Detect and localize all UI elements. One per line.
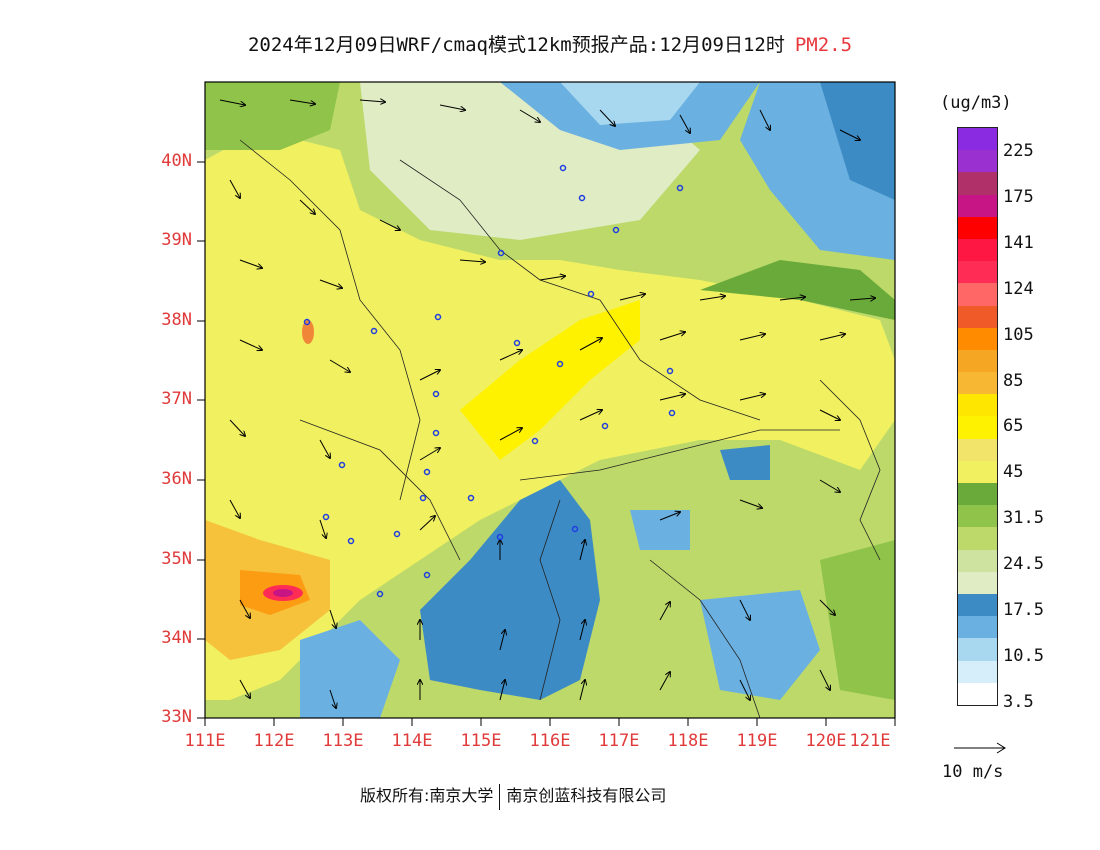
colorbar-unit: (ug/m3): [940, 93, 1012, 113]
colorbar-label-45: 45: [1003, 462, 1024, 482]
colorbar: [957, 127, 998, 706]
lon-label-111e: 111E: [184, 731, 226, 751]
colorbar-label-85: 85: [1003, 371, 1024, 391]
colorbar-label-124: 124: [1003, 279, 1034, 299]
lon-label-116e: 116E: [529, 731, 571, 751]
colorbar-swatch: [958, 372, 997, 395]
lon-label-112e: 112E: [253, 731, 295, 751]
colorbar-swatch: [958, 283, 997, 306]
colorbar-label-31-5: 31.5: [1003, 508, 1044, 528]
colorbar-swatch: [958, 194, 997, 217]
lon-label-115e: 115E: [460, 731, 502, 751]
concentration-field: [205, 82, 895, 718]
wind-key-arrow-icon: [954, 742, 1006, 754]
colorbar-label-17-5: 17.5: [1003, 600, 1044, 620]
footer: 版权所有:南京大学 南京创蓝科技有限公司: [360, 782, 666, 810]
colorbar-label-3-5: 3.5: [1003, 692, 1034, 712]
footer-partner: 南京创蓝科技有限公司: [506, 786, 667, 805]
colorbar-label-175: 175: [1003, 187, 1034, 207]
colorbar-swatch: [958, 593, 997, 617]
axis-ticks: [197, 161, 896, 726]
colorbar-swatch: [958, 238, 997, 262]
colorbar-swatch: [958, 483, 997, 506]
colorbar-swatch: [958, 150, 997, 173]
colorbar-swatch: [958, 549, 997, 572]
lon-label-114e: 114E: [391, 731, 433, 751]
lat-label-34n: 34N: [161, 628, 192, 648]
lat-label-33n: 33N: [161, 707, 192, 727]
colorbar-swatch: [958, 128, 997, 151]
wind-key-label: 10 m/s: [942, 762, 1004, 782]
colorbar-swatch: [958, 416, 997, 439]
colorbar-label-225: 225: [1003, 141, 1034, 161]
lon-label-113e: 113E: [322, 731, 364, 751]
lon-label-118e: 118E: [667, 731, 709, 751]
lon-label-119e: 119E: [736, 731, 778, 751]
colorbar-swatch: [958, 616, 997, 639]
colorbar-label-24-5: 24.5: [1003, 554, 1044, 574]
colorbar-swatch: [958, 216, 997, 239]
title-variable: PM2.5: [794, 34, 853, 56]
colorbar-swatch: [958, 394, 997, 417]
colorbar-label-65: 65: [1003, 416, 1024, 436]
colorbar-label-10-5: 10.5: [1003, 646, 1044, 666]
colorbar-swatch: [958, 327, 997, 350]
lat-label-37n: 37N: [161, 389, 192, 409]
colorbar-swatch: [958, 438, 997, 461]
chart-title: 2024年12月09日WRF/cmaq模式12km预报产品:12月09日12时 P…: [0, 30, 1100, 57]
colorbar-swatch: [958, 682, 997, 705]
colorbar-swatch: [958, 305, 997, 328]
lat-label-38n: 38N: [161, 310, 192, 330]
lat-label-39n: 39N: [161, 230, 192, 250]
colorbar-swatch: [958, 505, 997, 528]
colorbar-label-105: 105: [1003, 325, 1034, 345]
colorbar-label-141: 141: [1003, 233, 1034, 253]
lat-label-36n: 36N: [161, 469, 192, 489]
lon-label-120e: 120E: [805, 731, 847, 751]
lat-label-35n: 35N: [161, 549, 192, 569]
colorbar-swatch: [958, 660, 997, 683]
footer-copyright: 版权所有:南京大学: [360, 786, 494, 805]
colorbar-swatch: [958, 460, 997, 483]
title-main: 2024年12月09日WRF/cmaq模式12km预报产品:12月09日12时: [247, 34, 785, 56]
footer-divider: [499, 783, 501, 810]
lon-label-121e: 121E: [849, 731, 891, 751]
lat-label-40n: 40N: [161, 151, 192, 171]
colorbar-swatch: [958, 527, 997, 550]
lon-label-117e: 117E: [598, 731, 640, 751]
colorbar-swatch: [958, 638, 997, 661]
colorbar-swatch: [958, 172, 997, 195]
colorbar-swatch: [958, 261, 997, 284]
colorbar-swatch: [958, 349, 997, 373]
colorbar-swatch: [958, 571, 997, 594]
